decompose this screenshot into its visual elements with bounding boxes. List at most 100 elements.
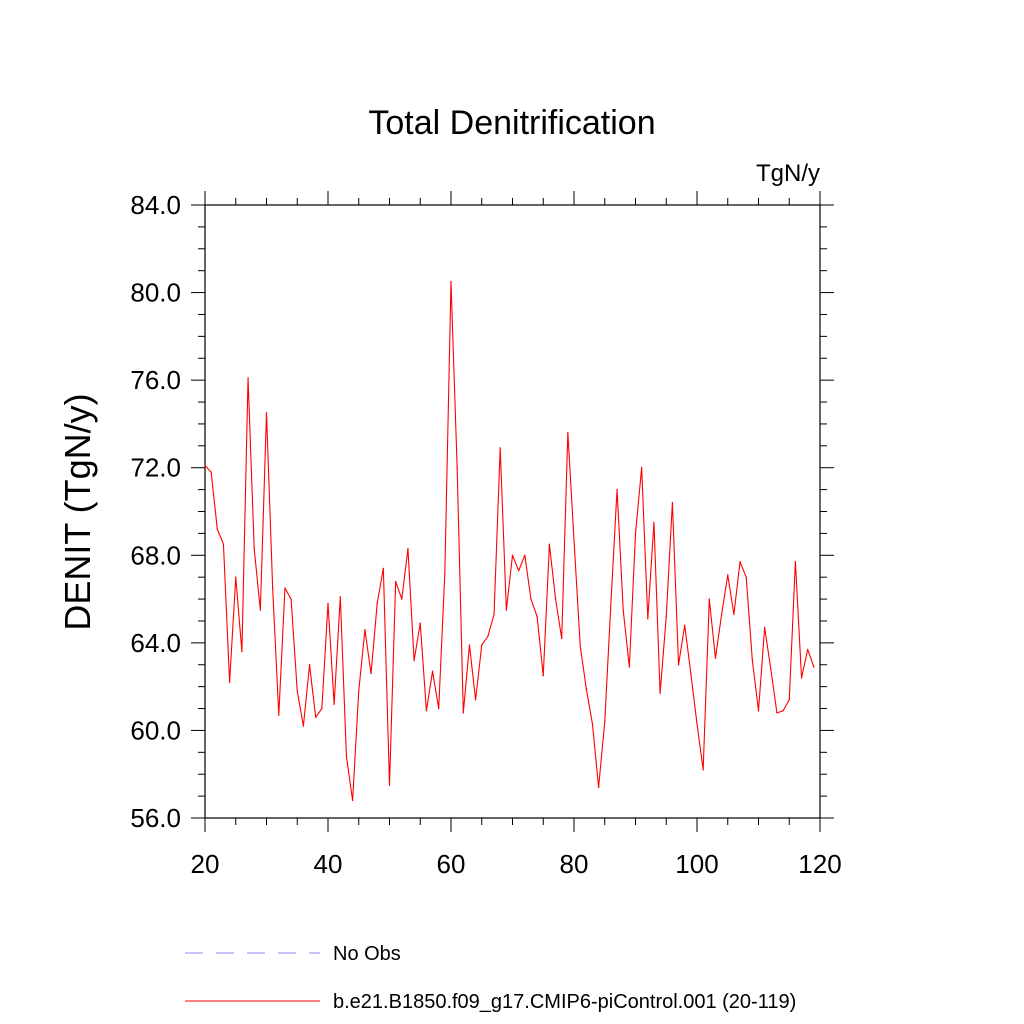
data-point	[247, 377, 249, 379]
data-point	[800, 677, 803, 679]
data-point	[751, 659, 754, 662]
data-point	[524, 554, 526, 556]
data-point	[616, 488, 618, 491]
data-point	[425, 710, 428, 712]
data-point	[407, 548, 409, 550]
data-point	[585, 688, 587, 690]
data-point	[487, 635, 489, 637]
data-point	[456, 467, 458, 469]
data-point	[481, 644, 483, 646]
data-point	[370, 672, 372, 675]
y-tick-label: 72.0	[130, 453, 181, 483]
data-point	[474, 699, 477, 701]
data-point	[345, 756, 348, 758]
data-point	[530, 598, 532, 600]
data-point	[696, 723, 698, 725]
data-point	[807, 648, 809, 651]
units-label: TgN/y	[756, 160, 820, 187]
data-point	[462, 712, 464, 714]
x-tick-label: 80	[560, 849, 589, 879]
series-layer	[204, 280, 815, 802]
y-tick-label: 64.0	[130, 628, 181, 658]
data-point	[499, 447, 501, 449]
data-point	[690, 672, 692, 675]
data-point	[511, 554, 514, 556]
data-point	[788, 699, 790, 701]
y-axis-label: DENIT (TgN/y)	[57, 393, 98, 630]
data-point	[745, 576, 747, 578]
data-point	[235, 576, 237, 578]
data-point	[271, 587, 274, 589]
x-tick-label: 60	[437, 849, 466, 879]
legend-label-no-obs: No Obs	[333, 943, 401, 965]
data-point	[351, 799, 354, 802]
chart-title: Total Denitrification	[368, 104, 655, 142]
data-point	[739, 561, 741, 563]
data-point	[714, 657, 717, 659]
data-point	[733, 613, 735, 616]
data-point	[579, 644, 581, 646]
data-point	[782, 710, 784, 712]
data-point	[628, 666, 631, 668]
data-point	[210, 471, 212, 473]
x-tick-label: 120	[798, 849, 841, 879]
data-point	[671, 502, 674, 504]
data-point	[640, 467, 643, 469]
y-tick-label: 56.0	[130, 803, 181, 833]
data-point	[591, 723, 594, 725]
data-point	[333, 703, 335, 705]
data-point	[493, 613, 495, 616]
y-tick-label: 60.0	[130, 715, 181, 745]
data-point	[757, 710, 760, 712]
data-point	[376, 602, 378, 605]
data-point	[308, 664, 311, 666]
data-point	[536, 615, 538, 618]
data-point	[315, 716, 317, 718]
data-point	[567, 431, 569, 434]
data-point	[290, 598, 292, 600]
data-point	[610, 602, 612, 605]
data-point	[327, 602, 329, 605]
legend-label-picontrol: b.e21.B1850.f09_g17.CMIP6-piControl.001 …	[333, 991, 796, 1013]
data-point	[321, 707, 323, 710]
data-point	[364, 629, 366, 631]
x-tick-label: 40	[314, 849, 343, 879]
data-point	[401, 598, 403, 600]
data-point	[278, 714, 280, 716]
data-point	[228, 681, 231, 683]
data-point	[554, 598, 557, 600]
data-point	[542, 675, 544, 677]
x-tick-label: 20	[191, 849, 220, 879]
data-point	[622, 609, 624, 611]
data-point	[259, 609, 262, 611]
data-point	[216, 528, 218, 530]
data-point	[358, 690, 360, 692]
legend: No Obs b.e21.B1850.f09_g17.CMIP6-piContr…	[185, 943, 796, 1013]
data-point	[296, 690, 298, 692]
data-point	[647, 618, 649, 620]
data-point	[444, 572, 446, 574]
data-point	[204, 464, 206, 467]
data-point	[653, 521, 655, 524]
data-point	[684, 624, 686, 627]
x-tick-label: 100	[675, 849, 718, 879]
data-point	[419, 622, 421, 624]
data-point	[677, 664, 680, 666]
data-point	[659, 692, 661, 694]
data-point	[302, 725, 305, 727]
data-point	[561, 637, 563, 640]
data-point	[438, 707, 440, 710]
data-point	[665, 615, 667, 618]
data-point	[284, 587, 286, 589]
data-point	[431, 670, 434, 673]
data-point	[727, 574, 729, 576]
axis-tick-labels: 20 40 60 80 100 120 56.0 60.0 64.0 68.0 72.0 76.0 80…	[130, 190, 841, 879]
series-line-0	[204, 281, 815, 802]
data-point	[702, 769, 704, 771]
axis-ticks	[191, 191, 834, 832]
data-point	[794, 561, 797, 563]
data-point	[505, 609, 508, 611]
data-point	[597, 786, 600, 789]
data-point	[468, 644, 471, 646]
y-tick-label: 68.0	[130, 540, 181, 570]
